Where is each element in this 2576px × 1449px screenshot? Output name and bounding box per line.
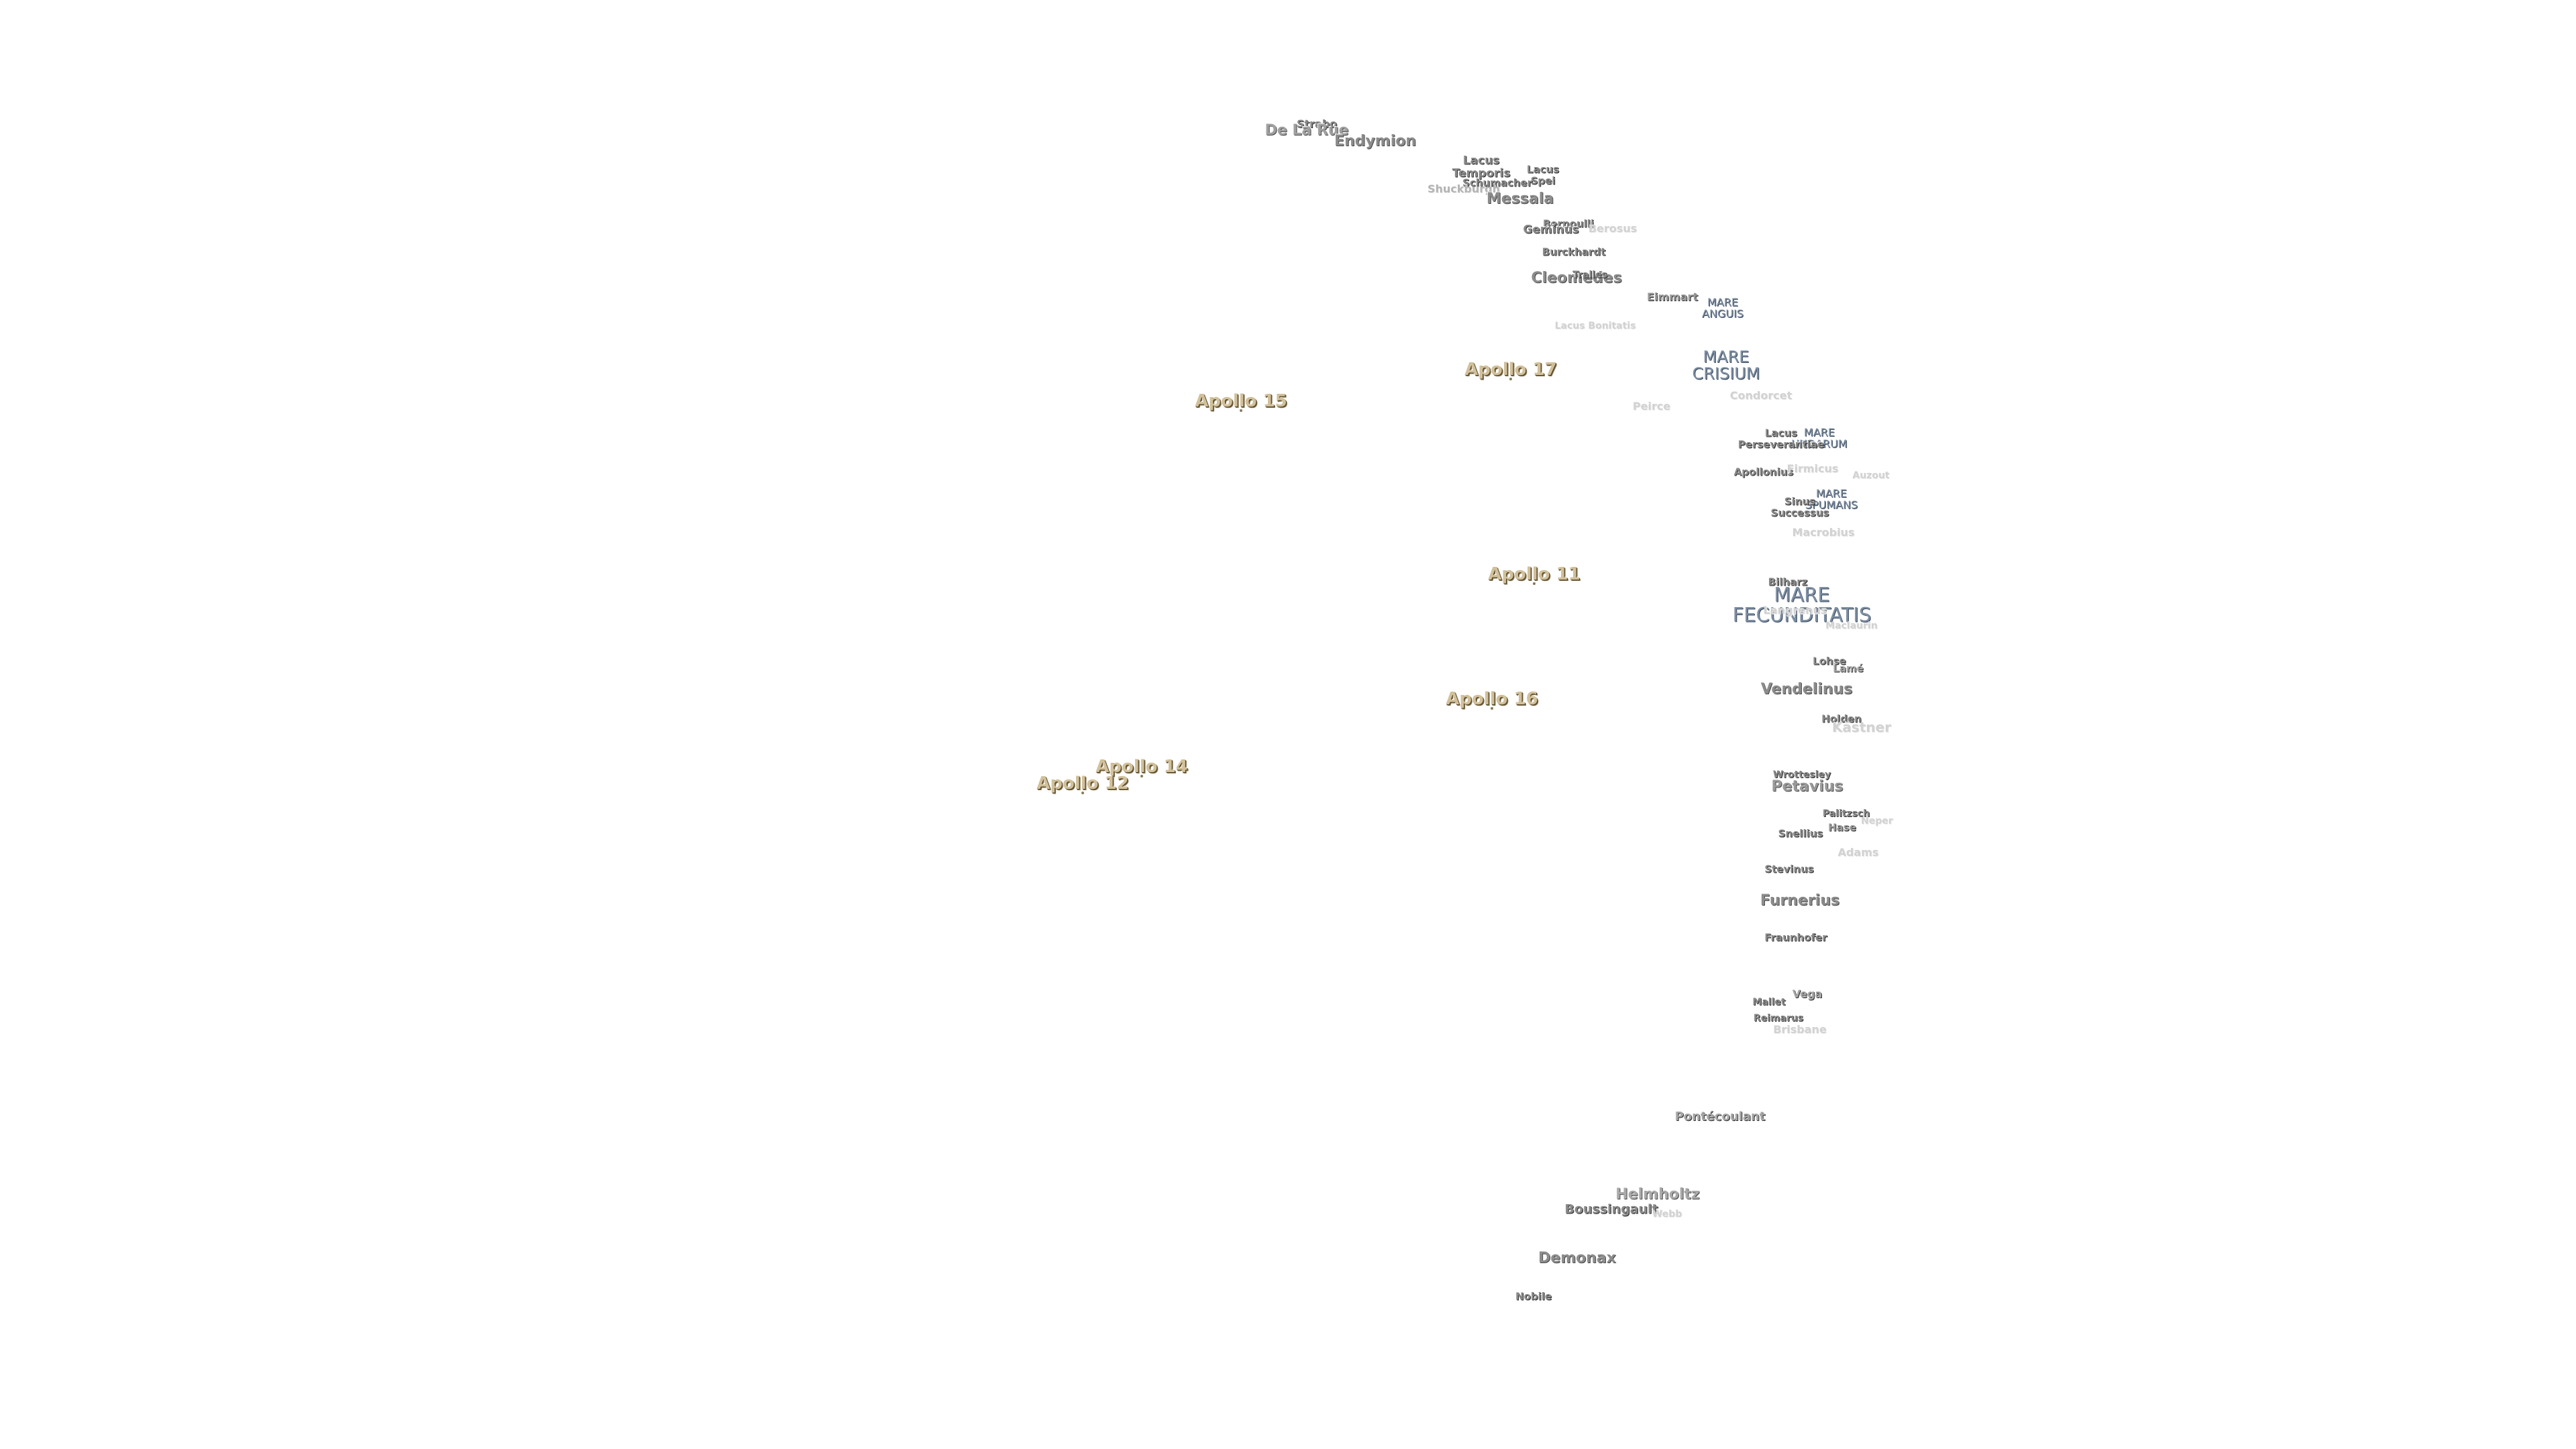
crater-label: Eimmart: [1646, 290, 1699, 303]
mare-spumans-label: MARE SPUMANS: [1805, 487, 1858, 511]
crater-label: Langrenus: [1763, 604, 1827, 616]
crater-label: Lohse: [1813, 655, 1846, 667]
crater-label: Furnerius: [1760, 892, 1840, 909]
crater-label: Schumacher: [1462, 176, 1532, 189]
apollo-14-marker: [1140, 775, 1143, 777]
crater-label: Geminus: [1523, 223, 1579, 237]
faint-label: Neper: [1861, 816, 1893, 826]
crater-label: Vendelinus: [1760, 681, 1853, 698]
apollo-14-label: Apollo 14: [1095, 757, 1188, 777]
crater-label: Bilharz: [1768, 576, 1808, 588]
mare-crisium-label: MARE CRISIUM: [1692, 347, 1760, 383]
crater-label: Mallet: [1752, 997, 1786, 1008]
crater-label: Kästner: [1831, 719, 1892, 735]
crater-label: Stevinus: [1764, 863, 1814, 875]
crater-label: Shuckburgh: [1427, 182, 1501, 195]
crater-label: Strabo: [1296, 117, 1338, 130]
crater-label: Nobile: [1515, 1290, 1552, 1303]
crater-label: Condorcet: [1729, 389, 1792, 402]
crater-label: Reimarus: [1753, 1013, 1804, 1024]
crater-label: Fraunhofer: [1764, 931, 1827, 944]
crater-label: Berosus: [1588, 222, 1638, 235]
faint-label: Maclaurin: [1825, 621, 1878, 631]
crater-label: Helmholtz: [1615, 1186, 1700, 1203]
apollo-12-marker: [1081, 792, 1084, 794]
lacus-spei-label: Lacus Spei: [1526, 163, 1560, 186]
crater-label: Apollonius: [1733, 466, 1794, 478]
lacus-temporis-label: Lacus Temporis: [1452, 154, 1511, 180]
crater-label: Cleomedes: [1531, 270, 1622, 286]
apollo-15-marker: [1240, 409, 1242, 412]
crater-label: Palitzsch: [1822, 808, 1870, 819]
crater-label: Holden: [1821, 712, 1862, 725]
crater-label: Demonax: [1538, 1250, 1616, 1267]
crater-label: De La Rue: [1265, 122, 1349, 139]
lacus-perseverantiae-label: Lacus Perseverantiae: [1737, 427, 1825, 450]
crater-label: Wrottesley: [1772, 769, 1831, 780]
crater-label: Adams: [1837, 846, 1879, 859]
crater-label: Tralles: [1572, 270, 1607, 280]
crater-label: Lamé: [1833, 662, 1864, 675]
apollo-11-marker: [1533, 582, 1536, 585]
mare-fecunditatis-label: MARE FECUNDITATIS: [1732, 583, 1872, 627]
sinus-successus-label: Sinus Successus: [1770, 495, 1829, 519]
apollo-16-marker: [1491, 707, 1493, 710]
apollo-15-label: Apollo 15: [1195, 391, 1287, 411]
crater-label: Peirce: [1632, 400, 1671, 413]
crater-label: Firmicus: [1786, 462, 1839, 475]
crater-label: Pontécoulant: [1674, 1110, 1766, 1124]
faint-label: Lacus Bonitatis: [1554, 321, 1636, 331]
crater-label: Burckhardt: [1542, 246, 1606, 258]
crater-label: Macrobius: [1792, 526, 1855, 539]
crater-label: Snellius: [1778, 827, 1823, 840]
apollo-16-label: Apollo 16: [1446, 689, 1538, 709]
crater-label: Messala: [1486, 191, 1554, 207]
crater-label: Brisbane: [1773, 1023, 1827, 1036]
crater-label: Hase: [1828, 821, 1856, 834]
apollo-17-label: Apollo 17: [1464, 360, 1557, 380]
crater-label: Bernoulli: [1542, 217, 1595, 230]
crater-label: Boussingault: [1564, 1201, 1658, 1217]
faint-label: Webb: [1652, 1209, 1682, 1220]
crater-label: Petavius: [1771, 778, 1843, 795]
faint-label: Auzout: [1852, 470, 1890, 481]
mare-anguis-label: MARE ANGUIS: [1702, 296, 1743, 320]
mare-undarum-label: MARE UNDARUM: [1791, 426, 1847, 450]
apollo-11-label: Apollo 11: [1488, 564, 1580, 584]
apollo-17-marker: [1509, 378, 1512, 380]
crater-label: Endymion: [1334, 133, 1417, 150]
crater-label: Vega: [1792, 987, 1823, 1000]
apollo-12-label: Apollo 12: [1036, 773, 1129, 794]
